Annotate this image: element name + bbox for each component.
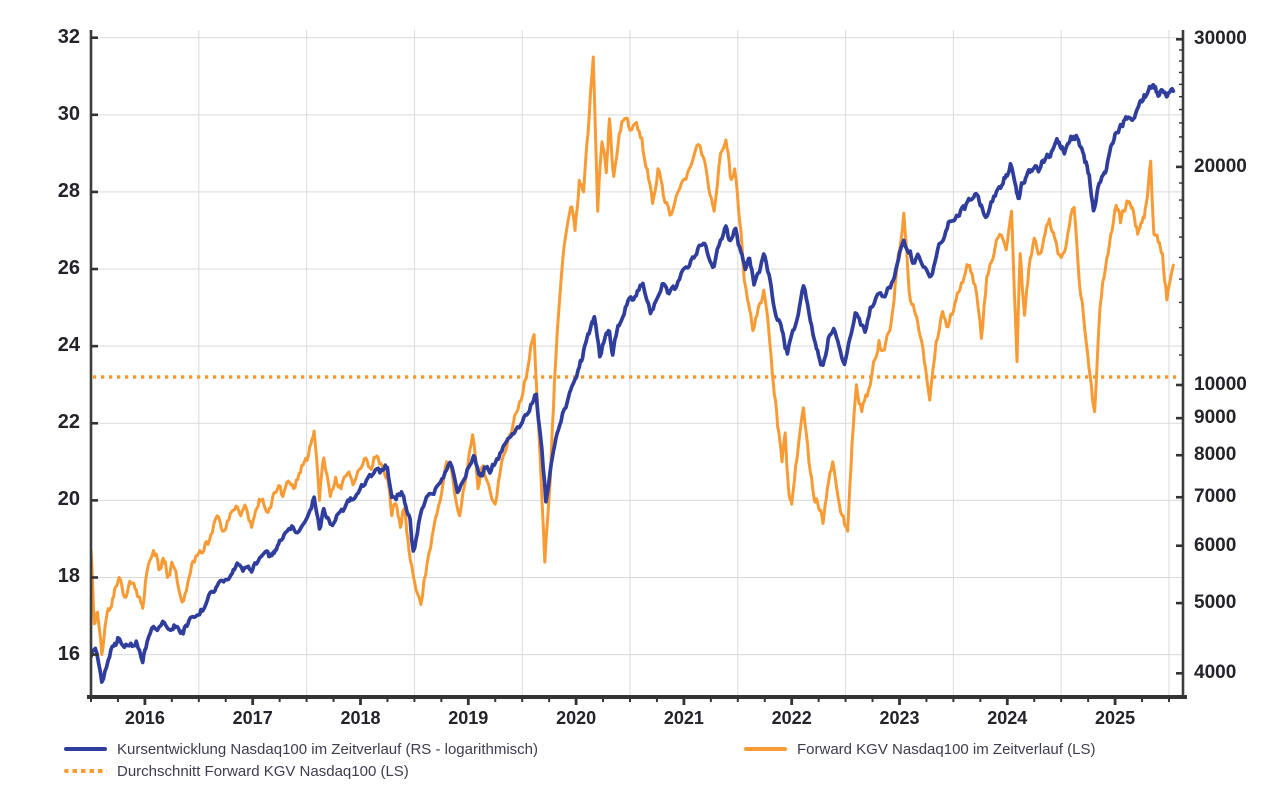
left-axis-tick-label: 24 — [57, 334, 80, 357]
x-axis-year-label: 2020 — [556, 708, 597, 728]
x-axis-year-label: 2024 — [987, 708, 1028, 728]
x-axis-year-label: 2018 — [340, 708, 381, 728]
right-axis-tick-label: 8000 — [1194, 444, 1237, 466]
legend-label-price: Kursentwicklung Nasdaq100 im Zeitverlauf… — [117, 740, 538, 758]
x-axis-year-label: 2022 — [771, 708, 812, 728]
left-axis-tick-label: 22 — [57, 411, 80, 434]
right-axis-tick-label: 20000 — [1194, 155, 1247, 177]
legend-label-average: Durchschnitt Forward KGV Nasdaq100 (LS) — [117, 762, 409, 780]
left-axis-tick-label: 20 — [57, 488, 80, 511]
x-axis-year-label: 2019 — [448, 708, 489, 728]
price-series-line — [91, 82, 1176, 684]
right-axis-tick-label: 30000 — [1194, 28, 1247, 50]
right-axis-tick-label: 10000 — [1194, 373, 1247, 395]
x-axis-year-label: 2017 — [232, 708, 273, 728]
x-axis-year-label: 2025 — [1095, 708, 1136, 728]
legend-item-price: Kursentwicklung Nasdaq100 im Zeitverlauf… — [64, 740, 538, 758]
kgv-line-swatch-icon — [744, 747, 787, 751]
right-axis-tick-label: 9000 — [1194, 407, 1237, 429]
average-line-swatch-icon — [64, 769, 107, 773]
legend-item-average: Durchschnitt Forward KGV Nasdaq100 (LS) — [64, 762, 409, 780]
left-axis-tick-label: 30 — [57, 102, 80, 125]
right-axis-tick-label: 5000 — [1194, 592, 1237, 614]
right-axis-tick-label: 6000 — [1194, 534, 1237, 556]
legend-label-kgv: Forward KGV Nasdaq100 im Zeitverlauf (LS… — [797, 740, 1096, 758]
left-axis-tick-label: 28 — [57, 179, 80, 202]
left-axis-tick-label: 18 — [57, 565, 80, 588]
left-axis-tick-label: 16 — [57, 642, 80, 665]
legend-item-kgv: Forward KGV Nasdaq100 im Zeitverlauf (LS… — [744, 740, 1096, 758]
x-axis-year-label: 2021 — [663, 708, 704, 728]
x-axis-year-label: 2016 — [124, 708, 165, 728]
right-axis-tick-label: 7000 — [1194, 486, 1237, 508]
right-axis-tick-label: 4000 — [1194, 662, 1237, 684]
left-axis-tick-label: 26 — [57, 257, 80, 280]
price-line-swatch-icon — [64, 746, 107, 752]
left-axis-tick-label: 32 — [57, 25, 80, 48]
kgv-series-line — [91, 55, 1175, 657]
x-axis-year-label: 2023 — [879, 708, 920, 728]
